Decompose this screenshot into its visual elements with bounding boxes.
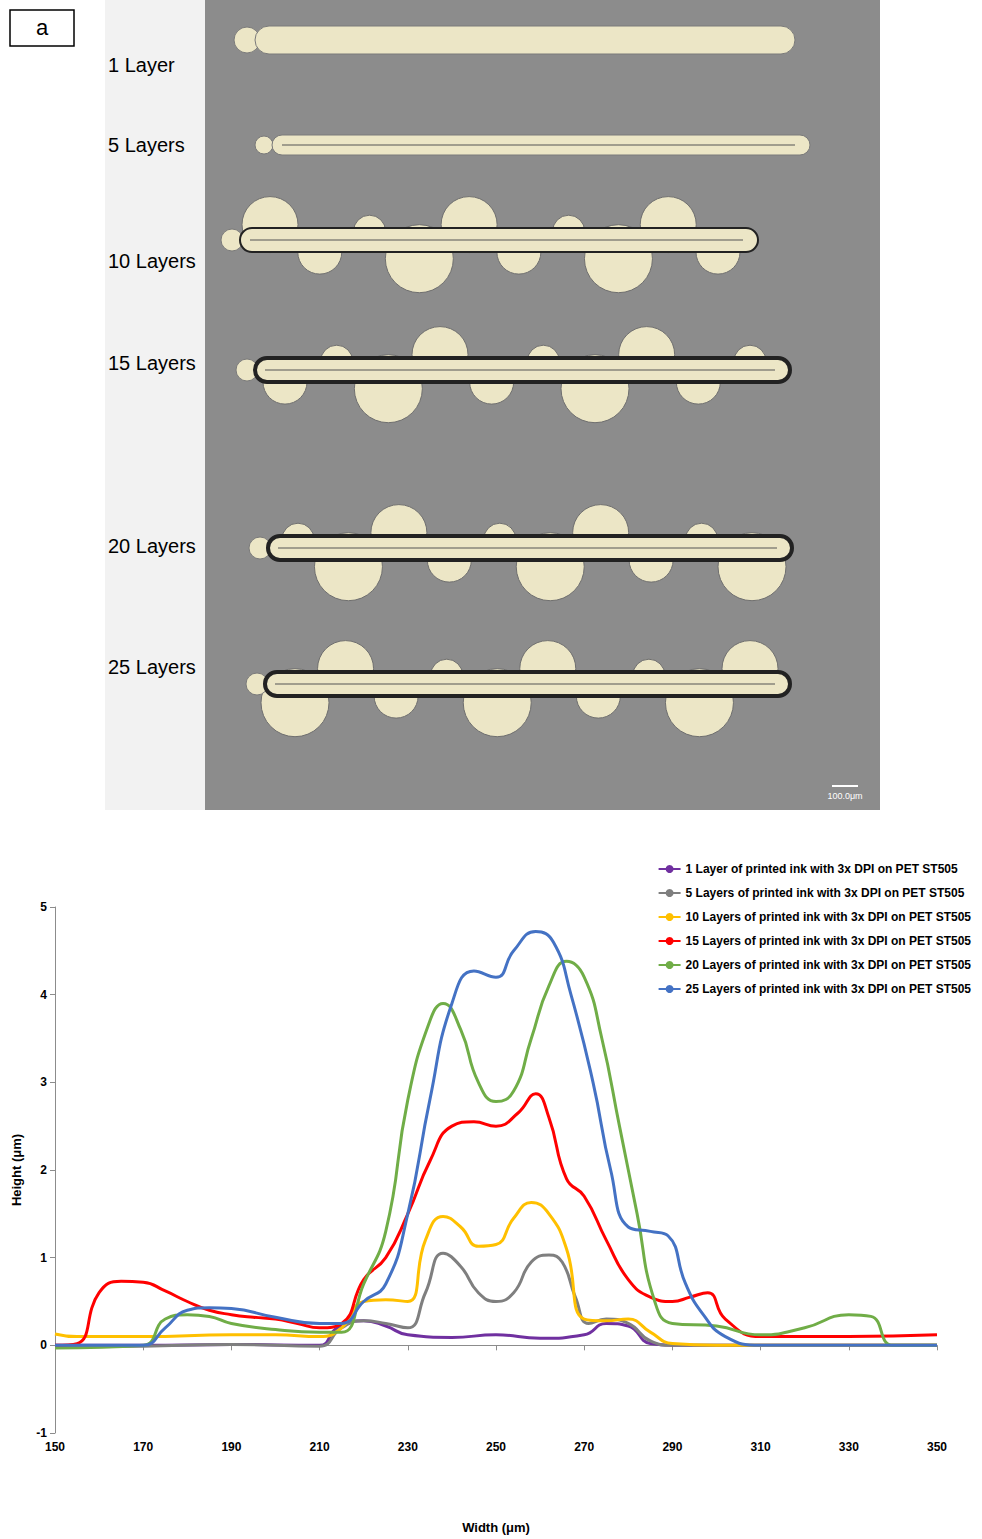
svg-text:20 Layers of printed ink with: 20 Layers of printed ink with 3x DPI on … — [686, 958, 972, 972]
svg-text:15 Layers of printed ink with: 15 Layers of printed ink with 3x DPI on … — [686, 934, 972, 948]
svg-text:1: 1 — [40, 1251, 47, 1265]
svg-text:0: 0 — [40, 1338, 47, 1352]
svg-text:-1: -1 — [36, 1426, 47, 1440]
svg-text:210: 210 — [310, 1440, 330, 1454]
svg-text:10 Layers of printed ink with: 10 Layers of printed ink with 3x DPI on … — [686, 910, 972, 924]
svg-text:4: 4 — [40, 988, 47, 1002]
svg-text:230: 230 — [398, 1440, 418, 1454]
svg-text:25 Layers: 25 Layers — [108, 656, 196, 678]
svg-text:Height (μm): Height (μm) — [9, 1134, 24, 1206]
svg-text:10 Layers: 10 Layers — [108, 250, 196, 272]
svg-text:190: 190 — [221, 1440, 241, 1454]
svg-text:3: 3 — [40, 1075, 47, 1089]
svg-text:170: 170 — [133, 1440, 153, 1454]
svg-text:100.0μm: 100.0μm — [827, 791, 862, 801]
svg-text:270: 270 — [574, 1440, 594, 1454]
svg-text:150: 150 — [45, 1440, 65, 1454]
svg-text:330: 330 — [839, 1440, 859, 1454]
svg-text:25 Layers of printed ink with: 25 Layers of printed ink with 3x DPI on … — [686, 982, 972, 996]
svg-text:a: a — [36, 15, 49, 40]
svg-text:1 Layer: 1 Layer — [108, 54, 175, 76]
svg-text:5: 5 — [40, 900, 47, 914]
svg-text:15 Layers: 15 Layers — [108, 352, 196, 374]
svg-text:250: 250 — [486, 1440, 506, 1454]
svg-text:310: 310 — [751, 1440, 771, 1454]
svg-text:5 Layers: 5 Layers — [108, 134, 185, 156]
svg-text:20 Layers: 20 Layers — [108, 535, 196, 557]
svg-text:290: 290 — [662, 1440, 682, 1454]
svg-text:350: 350 — [927, 1440, 947, 1454]
svg-text:Width (μm): Width (μm) — [462, 1520, 530, 1535]
svg-text:5 Layers of printed ink with 3: 5 Layers of printed ink with 3x DPI on P… — [686, 886, 965, 900]
svg-text:1 Layer of printed ink with 3x: 1 Layer of printed ink with 3x DPI on PE… — [686, 862, 958, 876]
svg-text:2: 2 — [40, 1163, 47, 1177]
